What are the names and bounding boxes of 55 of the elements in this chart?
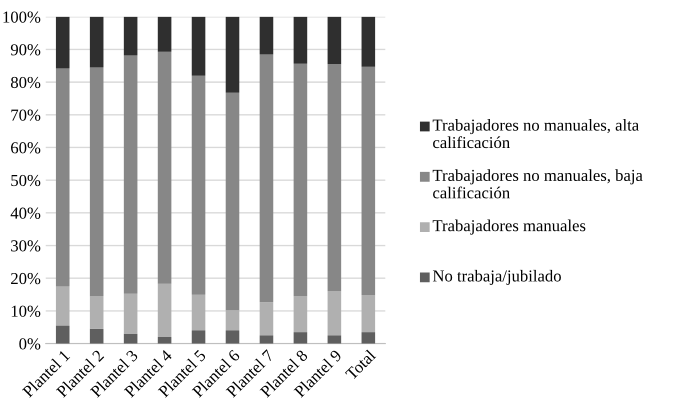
bar: [226, 310, 240, 331]
bar: [362, 16, 376, 67]
y-tick-label: 10%: [12, 306, 40, 317]
bar: [260, 302, 274, 336]
bar: [90, 296, 104, 329]
y-tick-label: 0%: [19, 338, 40, 350]
legend-label: Trabajadores manuales: [432, 220, 586, 235]
y-tick-label: 50%: [11, 174, 40, 186]
bar: [294, 63, 308, 296]
bar: [90, 16, 104, 68]
bar: [158, 52, 172, 284]
bar: [192, 16, 206, 76]
bar: [192, 330, 206, 344]
bar: [328, 16, 342, 64]
y-tick-label: 20%: [11, 272, 40, 284]
y-tick-label: 70%: [11, 110, 40, 121]
bar: [294, 332, 308, 344]
bar: [56, 286, 70, 326]
bar: [328, 64, 342, 292]
bar: [362, 66, 376, 296]
bar: [260, 335, 274, 344]
bar: [158, 16, 172, 52]
bar: [328, 291, 342, 336]
bar: [328, 335, 342, 344]
bar: [294, 16, 308, 64]
bar: [124, 294, 138, 334]
bar: [260, 16, 274, 54]
bar: [56, 68, 70, 286]
y-tick-label: 100%: [3, 11, 40, 23]
bar: [124, 55, 138, 294]
bar: [158, 284, 172, 338]
y-tick-label: 90%: [10, 44, 40, 56]
y-tick-label: 40%: [10, 208, 40, 219]
bar: [362, 332, 376, 344]
bar: [362, 295, 376, 332]
bar: [260, 54, 274, 302]
legend-label: No trabaja/jubilado: [432, 270, 561, 285]
legend-label: Trabajadores no manuales, alta calificación: [432, 118, 639, 148]
y-tick-label: 80%: [10, 76, 40, 88]
bar: [158, 337, 172, 344]
y-tick-label: 30%: [11, 240, 40, 252]
y-tick-label: 60%: [11, 142, 40, 154]
bar: [124, 16, 138, 56]
bar: [124, 334, 138, 344]
bar: [56, 16, 70, 68]
bar: [90, 328, 104, 344]
bar: [90, 67, 104, 296]
bar: [226, 92, 240, 310]
bar: [226, 16, 240, 93]
bar: [192, 76, 206, 295]
bar: [56, 326, 70, 344]
legend-label: Trabajadores no manuales, baja calificación: [432, 169, 643, 198]
bar: [192, 294, 206, 331]
bar: [226, 330, 240, 344]
bar: [294, 296, 308, 332]
